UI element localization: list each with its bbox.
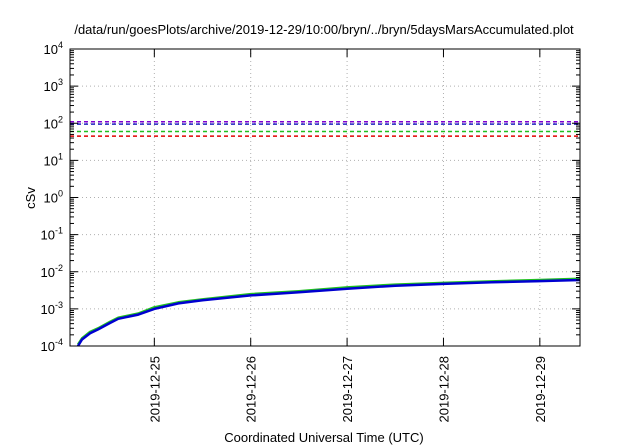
y-tick-label: 10-3 [41,300,63,317]
y-tick-label-exponent: -1 [55,226,63,236]
y-tick-label-base: 10 [41,302,55,317]
series-line [76,278,581,347]
x-tick-label: 2019-12-28 [436,356,451,423]
y-tick-label-base: 10 [44,191,58,206]
y-axis-label: cSv [23,187,38,209]
y-tick-label-base: 10 [44,79,58,94]
reference-lines [70,120,580,137]
y-tick-label-exponent: -4 [55,337,63,347]
y-tick-label-exponent: -3 [55,300,63,310]
x-tick-label: 2019-12-25 [147,356,162,423]
y-tick-label: 102 [44,114,63,131]
y-tick-label: 10-4 [41,337,63,354]
y-tick-label-base: 10 [41,228,55,243]
y-tick-label: 101 [44,151,63,168]
x-tick-label: 2019-12-26 [244,356,259,423]
y-tick-label: 103 [44,77,63,94]
y-tick-label-exponent: 0 [58,189,63,199]
y-tick-label-base: 10 [44,153,58,168]
x-axis: 2019-12-25 2019-12-26 2019-12-27 2019-12-28… [147,49,548,423]
x-axis-label: Coordinated Universal Time (UTC) [224,430,423,445]
y-tick-label-base: 10 [41,265,55,280]
y-tick-label-base: 10 [44,116,58,131]
x-tick-label: 2019-12-27 [340,356,355,423]
y-tick-label-exponent: 4 [58,40,63,50]
x-tick-label: 2019-12-29 [533,356,548,423]
y-tick-label: 104 [44,40,63,57]
y-tick-label-base: 10 [41,339,55,354]
y-tick-label-exponent: 3 [58,77,63,87]
y-tick-label-exponent: -2 [55,263,63,273]
y-tick-label: 10-1 [41,226,63,243]
chart-title: /data/run/goesPlots/archive/2019-12-29/1… [74,22,574,37]
y-tick-label-exponent: 2 [58,114,63,124]
series-lines [76,277,581,347]
y-tick-label: 100 [44,189,63,206]
y-tick-label-exponent: 1 [58,151,63,161]
y-tick-label-base: 10 [44,42,58,57]
y-tick-label: 10-2 [41,263,63,280]
